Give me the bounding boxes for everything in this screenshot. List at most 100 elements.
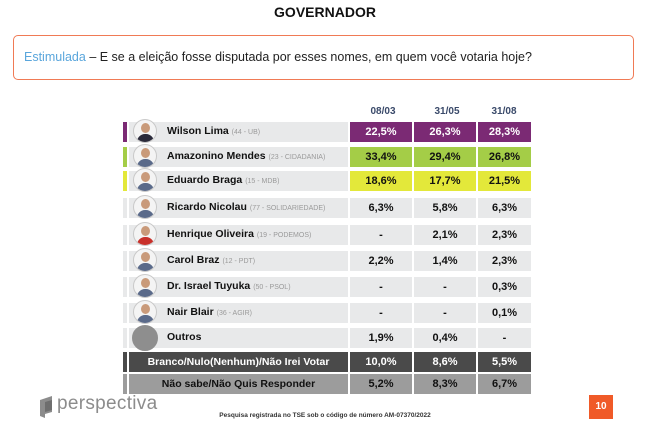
candidate-avatar	[133, 168, 157, 192]
candidate-row: Outros 1,9% 0,4% -	[123, 325, 531, 351]
value-cell: 5,2%	[350, 374, 412, 394]
candidate-row: Wilson Lima (44 - UB) 22,5% 26,3% 28,3%	[123, 119, 531, 143]
value-cell: 8,6%	[414, 352, 476, 372]
name-cell	[129, 251, 348, 271]
candidate-name: Wilson Lima (44 - UB)	[167, 125, 260, 137]
summary-label: Branco/Nulo(Nenhum)/Não Irei Votar	[129, 352, 348, 372]
candidate-name-text: Outros	[167, 331, 202, 343]
candidate-row: Carol Braz (12 - PDT) 2,2% 1,4% 2,3%	[123, 248, 531, 272]
candidate-name: Carol Braz (12 - PDT)	[167, 254, 255, 266]
summary-row: Branco/Nulo(Nenhum)/Não Irei Votar 10,0% 8…	[123, 352, 531, 372]
candidate-avatar	[133, 248, 157, 272]
row-accent-bar	[123, 303, 127, 323]
name-cell	[129, 303, 348, 323]
value-cell: 33,4%	[350, 147, 412, 167]
value-cell: 26,8%	[478, 147, 531, 167]
logo-mark-icon	[40, 396, 52, 418]
candidate-avatar	[133, 274, 157, 298]
candidate-row: Henrique Oliveira (19 - PODEMOS) -2,1% 2,3…	[123, 222, 531, 246]
candidate-name-text: Nair Blair	[167, 306, 214, 318]
row-accent-bar	[123, 328, 127, 348]
candidate-row: Dr. Israel Tuyuka (50 - PSOL) - -0,3%	[123, 274, 531, 298]
candidate-party: (77 - SOLIDARIEDADE)	[249, 205, 326, 212]
perspectiva-logo: perspectiva	[40, 393, 180, 420]
value-cell: 22,5%	[350, 122, 412, 142]
candidate-name: Amazonino Mendes (23 - CIDADANIA)	[167, 150, 325, 162]
candidate-avatar	[133, 144, 157, 168]
candidate-row: Amazonino Mendes (23 - CIDADANIA) 33,4% 29…	[123, 144, 531, 168]
value-cell: 17,7%	[414, 171, 476, 191]
page-number-badge: 10	[589, 395, 613, 419]
avatar-placeholder-icon	[132, 325, 158, 351]
row-accent-bar	[123, 374, 127, 394]
candidate-party: (44 - UB)	[231, 129, 261, 136]
candidate-row: Ricardo Nicolau (77 - SOLIDARIEDADE) 6,3%…	[123, 195, 531, 219]
candidate-name-text: Wilson Lima	[167, 125, 229, 137]
value-cell: 29,4%	[414, 147, 476, 167]
column-header-2: 31/05	[434, 106, 460, 117]
name-cell	[129, 225, 348, 245]
value-cell: 1,9%	[350, 328, 412, 348]
row-accent-bar	[123, 147, 127, 167]
name-cell	[129, 171, 348, 191]
row-accent-bar	[123, 251, 127, 271]
candidate-name-text: Amazonino Mendes	[167, 150, 266, 162]
summary-row: Não sabe/Não Quis Responder 5,2% 8,3% 6,7%	[123, 374, 531, 394]
name-cell	[129, 328, 348, 348]
value-cell: 28,3%	[478, 122, 531, 142]
value-cell: 0,3%	[478, 277, 531, 297]
logo-text: perspectiva	[57, 393, 158, 414]
value-cell: 0,4%	[414, 328, 476, 348]
candidate-party: (50 - PSOL)	[253, 284, 291, 291]
question-box: Estimulada – E se a eleição fosse disput…	[13, 35, 634, 80]
column-header-3: 31/08	[491, 106, 517, 117]
row-accent-bar	[123, 277, 127, 297]
candidate-row: Eduardo Braga (15 - MDB) 18,6% 17,7% 21,5%	[123, 168, 531, 192]
candidate-name: Nair Blair (36 - AGIR)	[167, 306, 252, 318]
question-body: – E se a eleição fosse disputada por ess…	[85, 50, 532, 64]
candidate-name-text: Carol Braz	[167, 254, 220, 266]
value-cell: 21,5%	[478, 171, 531, 191]
candidate-name: Henrique Oliveira (19 - PODEMOS)	[167, 228, 311, 240]
candidate-avatar	[133, 195, 157, 219]
row-accent-bar	[123, 198, 127, 218]
value-cell: -	[350, 303, 412, 323]
value-cell: -	[414, 303, 476, 323]
question-prefix: Estimulada	[24, 50, 86, 64]
value-cell: 26,3%	[414, 122, 476, 142]
value-cell: 6,3%	[478, 198, 531, 218]
candidate-row: Nair Blair (36 - AGIR) - -0,1%	[123, 300, 531, 324]
value-cell: 5,5%	[478, 352, 531, 372]
value-cell: -	[350, 277, 412, 297]
value-cell: 6,3%	[350, 198, 412, 218]
row-accent-bar	[123, 225, 127, 245]
row-accent-bar	[123, 122, 127, 142]
value-cell: 6,7%	[478, 374, 531, 394]
value-cell: -	[478, 328, 531, 348]
value-cell: 1,4%	[414, 251, 476, 271]
value-cell: 10,0%	[350, 352, 412, 372]
value-cell: -	[350, 225, 412, 245]
candidate-party: (19 - PODEMOS)	[256, 232, 312, 239]
value-cell: 0,1%	[478, 303, 531, 323]
candidate-name: Dr. Israel Tuyuka (50 - PSOL)	[167, 280, 291, 292]
candidate-name-text: Eduardo Braga	[167, 174, 243, 186]
candidate-avatar	[133, 119, 157, 143]
footnote: Pesquisa registrada no TSE sob o código …	[219, 412, 431, 419]
value-cell: 18,6%	[350, 171, 412, 191]
question-text: Estimulada – E se a eleição fosse disput…	[24, 50, 532, 64]
value-cell: -	[414, 277, 476, 297]
value-cell: 2,2%	[350, 251, 412, 271]
candidate-name: Eduardo Braga (15 - MDB)	[167, 174, 279, 186]
candidate-party: (23 - CIDADANIA)	[268, 154, 326, 161]
candidate-name: Outros	[167, 331, 201, 343]
candidate-party: (15 - MDB)	[245, 178, 280, 185]
value-cell: 2,1%	[414, 225, 476, 245]
value-cell: 2,3%	[478, 225, 531, 245]
candidate-name-text: Henrique Oliveira	[167, 228, 254, 240]
candidate-name-text: Ricardo Nicolau	[167, 201, 247, 213]
row-accent-bar	[123, 352, 127, 372]
candidate-name: Ricardo Nicolau (77 - SOLIDARIEDADE)	[167, 201, 325, 213]
name-cell	[129, 198, 348, 218]
candidate-name-text: Dr. Israel Tuyuka	[167, 280, 251, 292]
